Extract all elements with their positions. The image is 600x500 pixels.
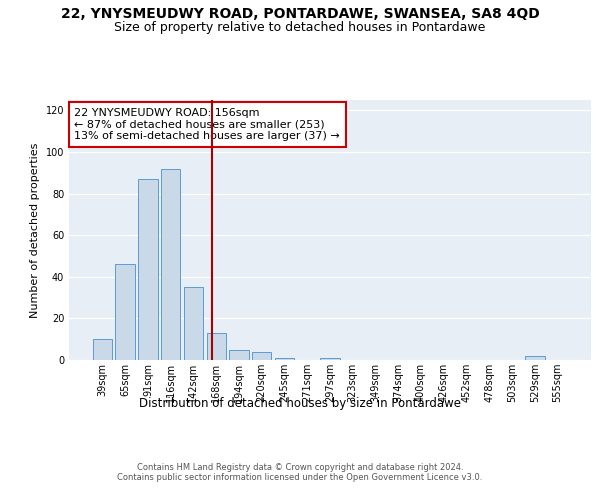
Bar bbox=[252, 352, 271, 360]
Bar bbox=[115, 264, 135, 360]
Text: Distribution of detached houses by size in Pontardawe: Distribution of detached houses by size … bbox=[139, 398, 461, 410]
Y-axis label: Number of detached properties: Number of detached properties bbox=[30, 142, 40, 318]
Bar bbox=[320, 358, 340, 360]
Bar bbox=[206, 333, 226, 360]
Bar bbox=[525, 356, 545, 360]
Bar bbox=[93, 339, 112, 360]
Text: 22, YNYSMEUDWY ROAD, PONTARDAWE, SWANSEA, SA8 4QD: 22, YNYSMEUDWY ROAD, PONTARDAWE, SWANSEA… bbox=[61, 8, 539, 22]
Bar bbox=[229, 350, 248, 360]
Text: 22 YNYSMEUDWY ROAD: 156sqm
← 87% of detached houses are smaller (253)
13% of sem: 22 YNYSMEUDWY ROAD: 156sqm ← 87% of deta… bbox=[74, 108, 340, 141]
Text: Contains HM Land Registry data © Crown copyright and database right 2024.
Contai: Contains HM Land Registry data © Crown c… bbox=[118, 462, 482, 482]
Bar bbox=[161, 168, 181, 360]
Bar bbox=[184, 287, 203, 360]
Bar bbox=[138, 179, 158, 360]
Text: Size of property relative to detached houses in Pontardawe: Size of property relative to detached ho… bbox=[115, 21, 485, 34]
Bar bbox=[275, 358, 294, 360]
